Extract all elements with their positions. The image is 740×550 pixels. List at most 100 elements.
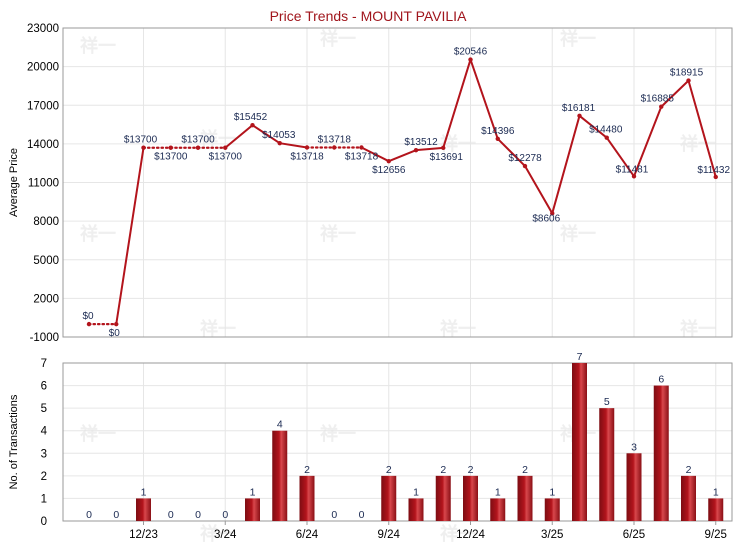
line-segment — [278, 142, 308, 149]
bar — [245, 498, 260, 521]
line-segment — [415, 146, 445, 152]
data-point — [468, 57, 473, 62]
data-point — [441, 145, 446, 151]
data-point — [386, 158, 391, 164]
y-tick-label: 14000 — [27, 139, 59, 151]
watermark-text: 祥一 — [200, 128, 236, 150]
y-tick-label: 8000 — [33, 216, 59, 228]
x-tick-label: 12/23 — [129, 529, 158, 541]
watermark-text: 祥一 — [200, 523, 236, 545]
watermark-text: 祥一 — [80, 223, 116, 245]
line-segment — [387, 149, 417, 163]
plot-frame — [62, 362, 733, 522]
bar — [544, 498, 560, 521]
bar-value-label: 1 — [495, 486, 501, 498]
watermark-text: 祥一 — [320, 28, 356, 50]
chart-title: Price Trends - MOUNT PAVILIA — [270, 8, 467, 24]
bar-value-label: 2 — [440, 464, 446, 476]
line-segment — [633, 105, 663, 178]
line-segment — [251, 124, 281, 145]
x-tick-label: 9/25 — [705, 529, 727, 541]
y-tick-label: 11000 — [28, 178, 59, 190]
bar-value-label: 1 — [549, 486, 555, 498]
line-segment — [496, 137, 526, 168]
watermark-text: 祥一 — [560, 223, 596, 245]
bar-value-label: 3 — [631, 441, 637, 453]
bar-value-label: 0 — [113, 509, 119, 521]
y-tick-label: 7 — [41, 358, 47, 370]
bar-value-label: 0 — [331, 509, 337, 521]
data-label: $11432 — [697, 165, 730, 176]
watermark-text: 祥一 — [560, 28, 596, 50]
data-label: $20546 — [454, 47, 488, 58]
data-point — [413, 147, 419, 153]
data-label: $13700 — [124, 135, 158, 146]
bar — [517, 475, 533, 521]
data-point — [550, 211, 555, 216]
data-point — [332, 145, 337, 150]
bar-value-label: 2 — [522, 464, 528, 476]
data-label: $13691 — [430, 152, 464, 163]
watermark-text: 祥一 — [320, 423, 356, 445]
bar-value-label: 6 — [658, 374, 664, 386]
bar-value-label: 1 — [141, 486, 147, 498]
bar-value-label: 0 — [86, 509, 92, 521]
x-tick-label: 3/24 — [214, 529, 237, 541]
data-point — [223, 145, 228, 150]
data-point — [195, 145, 201, 150]
y-axis-title: No. of Transactions — [8, 394, 20, 489]
line-segment — [578, 114, 608, 139]
data-label: $12278 — [508, 153, 542, 164]
bar-value-label: 0 — [359, 509, 365, 521]
data-point — [277, 140, 282, 146]
bar-value-label: 0 — [195, 509, 201, 521]
bar — [463, 475, 478, 521]
data-point — [604, 135, 609, 140]
data-point — [141, 145, 146, 150]
data-label: $11481 — [616, 164, 649, 175]
bar — [408, 498, 424, 521]
bar — [708, 498, 724, 521]
watermark-text: 祥一 — [80, 423, 116, 445]
data-point — [659, 104, 664, 109]
y-axis-title: Average Price — [8, 148, 20, 217]
data-label: $13718 — [290, 152, 324, 163]
bar-value-label: 1 — [250, 486, 256, 498]
data-label: $13700 — [154, 152, 188, 163]
data-point — [359, 145, 364, 150]
bar — [626, 453, 642, 521]
data-point — [250, 122, 255, 128]
watermark-text: 祥一 — [680, 318, 716, 340]
bar-value-label: 4 — [277, 419, 283, 431]
line-segment — [115, 146, 145, 326]
data-label: $14396 — [481, 126, 515, 137]
bar — [381, 475, 397, 521]
watermark-text: 祥一 — [200, 318, 236, 340]
line-segment — [551, 114, 581, 215]
watermark-layer: 祥一祥一祥一祥一祥一祥一祥一祥一祥一祥一祥一祥一祥一祥一祥一祥一祥一 — [80, 28, 716, 545]
data-label: $13718 — [318, 135, 352, 146]
data-label: $13700 — [181, 135, 215, 146]
bar-value-label: 2 — [304, 464, 310, 476]
data-label: $18915 — [670, 68, 704, 79]
data-label: $14480 — [589, 125, 623, 136]
data-point — [631, 174, 637, 179]
data-point — [577, 113, 582, 118]
y-tick-label: 4 — [41, 426, 48, 438]
bar — [653, 385, 669, 521]
y-tick-label: 1 — [41, 493, 47, 505]
line-segment — [469, 58, 499, 140]
y-tick-label: 0 — [41, 516, 47, 528]
line-segment — [687, 79, 717, 178]
data-label: $13718 — [345, 152, 379, 163]
plot-frame — [62, 27, 733, 338]
line-segment — [442, 58, 472, 149]
bar-value-label: 0 — [222, 509, 228, 521]
bar — [599, 408, 615, 521]
data-point — [495, 136, 500, 141]
data-label: $15452 — [234, 112, 268, 123]
data-label: $16181 — [562, 103, 596, 114]
bar — [490, 498, 506, 521]
bar-value-label: 1 — [713, 486, 719, 498]
bar — [572, 363, 587, 521]
